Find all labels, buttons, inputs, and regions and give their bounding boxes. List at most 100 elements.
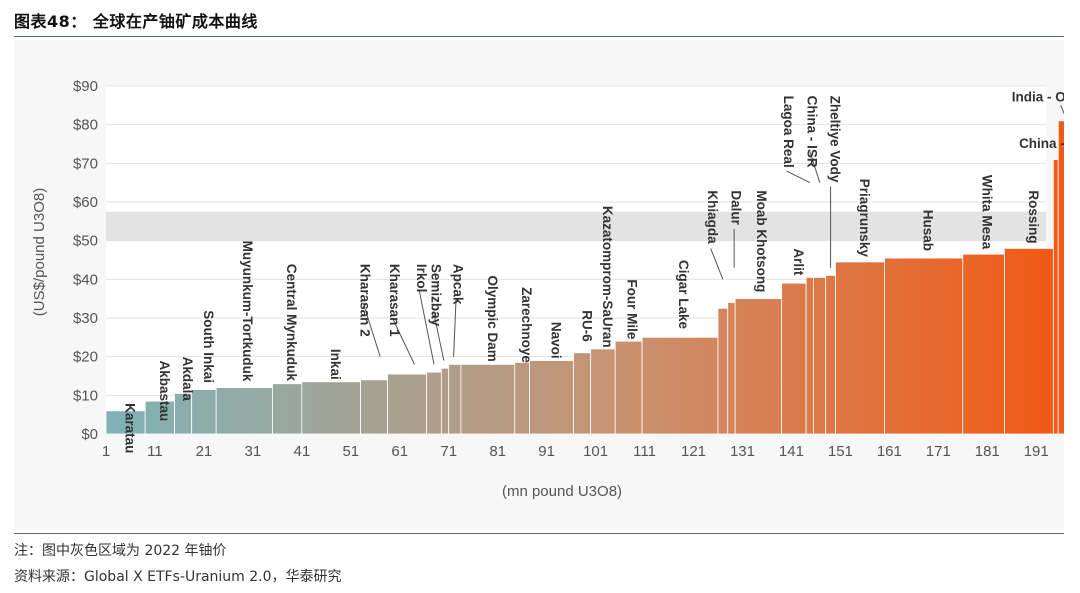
figure-title: 图表48： 全球在产铀矿成本曲线: [14, 12, 258, 31]
x-tick-label: 151: [828, 443, 853, 460]
y-tick-label: $70: [73, 155, 98, 172]
mine-label: Lagoa Real: [781, 96, 796, 168]
y-tick-label: $60: [73, 194, 98, 211]
mine-label: Apcak: [451, 264, 466, 305]
x-tick-label: 191: [1024, 443, 1049, 460]
leader-line: [418, 290, 435, 365]
cost-bar: [825, 275, 836, 435]
cost-curve-chart: Karatau Akbastau Akdala South Inkai Muyunkum…: [14, 40, 1080, 530]
cost-bar: [813, 276, 827, 435]
mine-label: Khiagda: [705, 190, 720, 244]
cost-bar: [144, 400, 175, 435]
mine-label: Muyunkum-Tortkuduk: [240, 241, 255, 382]
mine-label: RU-6: [579, 310, 594, 342]
x-tick-label: 161: [877, 443, 902, 460]
x-tick-label: 91: [538, 443, 555, 460]
mine-label: Whita Mesa: [979, 175, 994, 250]
x-tick-label: 31: [245, 443, 262, 460]
cost-bar: [272, 383, 303, 435]
price-band-2022: [106, 211, 1046, 241]
chart-note: 注：图中灰色区域为 2022 年铀价: [14, 543, 227, 559]
mine-label: Irkol: [414, 264, 429, 293]
mine-label: Akbastau: [157, 361, 172, 422]
mine-label: Karatau: [123, 403, 138, 453]
x-tick-label: 141: [779, 443, 804, 460]
cost-bar: [426, 371, 442, 435]
y-tick-label: $0: [81, 426, 98, 443]
footer-divider: [14, 533, 1064, 534]
cost-bar: [781, 282, 807, 435]
title-divider: [14, 36, 1064, 37]
y-tick-label: $20: [73, 349, 98, 366]
cost-bar: [805, 276, 814, 435]
cost-bar: [962, 253, 1005, 435]
mine-label: Moab Khotsong: [754, 190, 769, 292]
x-tick-label: 71: [440, 443, 457, 460]
cost-bar: [835, 261, 885, 435]
cost-bar: [191, 389, 217, 435]
y-tick-label: $10: [73, 387, 98, 404]
x-tick-label: 21: [196, 443, 213, 460]
x-tick-label: 61: [391, 443, 408, 460]
cost-bar: [448, 363, 462, 435]
x-tick-label: 41: [293, 443, 310, 460]
mine-label: Zheltiye Vody: [828, 96, 843, 183]
cost-bar: [529, 360, 574, 435]
x-tick-label: 171: [926, 443, 951, 460]
x-tick-label: 1: [102, 443, 110, 460]
y-axis-ticks: $0 $10 $20 $30 $40 $50 $60 $70 $80 $90: [73, 78, 98, 443]
cost-bar: [387, 373, 428, 435]
mine-label: Arlit: [791, 248, 806, 276]
mine-label: Olympic Dam: [485, 275, 500, 361]
mine-label: Inkai: [328, 349, 343, 380]
cost-bar: [360, 379, 388, 435]
mine-label: Four Mile: [624, 279, 639, 339]
chart-container: Karatau Akbastau Akdala South Inkai Muyunkum…: [14, 40, 1080, 530]
cost-bar: [1052, 159, 1059, 435]
cost-bar: [590, 348, 616, 435]
x-tick-label: 111: [633, 443, 656, 460]
cost-bar: [1057, 120, 1069, 435]
leader-line: [391, 317, 415, 365]
chart-source: 资料来源：Global X ETFs-Uranium 2.0，华泰研究: [14, 569, 342, 585]
leader-line: [453, 298, 457, 357]
x-tick-label: 11: [147, 443, 163, 460]
cost-bar: [884, 257, 964, 435]
cost-bar: [1003, 247, 1054, 435]
mine-label: Husab: [921, 210, 936, 251]
leader-line: [710, 248, 724, 280]
cost-bar: [641, 336, 719, 435]
cost-bar: [727, 302, 736, 435]
y-axis-label: (US$/pound U3O8): [31, 188, 48, 316]
cost-bar: [614, 340, 643, 435]
cost-bar: [514, 362, 530, 435]
mine-label: China - Conventional: [1019, 136, 1064, 151]
mine-label: Navoi: [549, 322, 564, 359]
mine-label: Akdala: [180, 357, 195, 402]
cost-bar: [301, 381, 361, 435]
y-tick-label: $40: [73, 271, 98, 288]
cost-bar: [717, 307, 729, 435]
cost-bar: [460, 363, 516, 435]
mine-label: South Inkai: [201, 310, 216, 383]
leader-line: [362, 302, 381, 357]
leader-line: [786, 170, 811, 184]
mine-label: Kazatomprom-SaUran: [600, 206, 615, 348]
x-tick-label: 131: [730, 443, 755, 460]
cost-bar: [440, 367, 450, 435]
mine-label: Dalur: [729, 190, 744, 225]
x-tick-label: 121: [681, 443, 706, 460]
cost-bars: [105, 120, 1069, 435]
y-tick-label: $90: [73, 78, 98, 95]
mine-label: Central Mynkuduk: [284, 264, 299, 382]
x-tick-label: 181: [975, 443, 1000, 460]
x-tick-label: 81: [489, 443, 506, 460]
mine-label: Priagrunsky: [857, 179, 872, 258]
x-tick-label: 51: [342, 443, 359, 460]
leader-lines: [362, 105, 1067, 365]
mine-label: India - Operating: [1012, 89, 1064, 104]
x-axis-ticks: 1 11 21 31 41 51 61 71 81 91 101 111 121 131 141 151 161…: [102, 443, 1049, 460]
leader-line: [433, 314, 445, 361]
x-tick-label: 101: [583, 443, 608, 460]
mine-label: China - ISR: [805, 96, 820, 168]
